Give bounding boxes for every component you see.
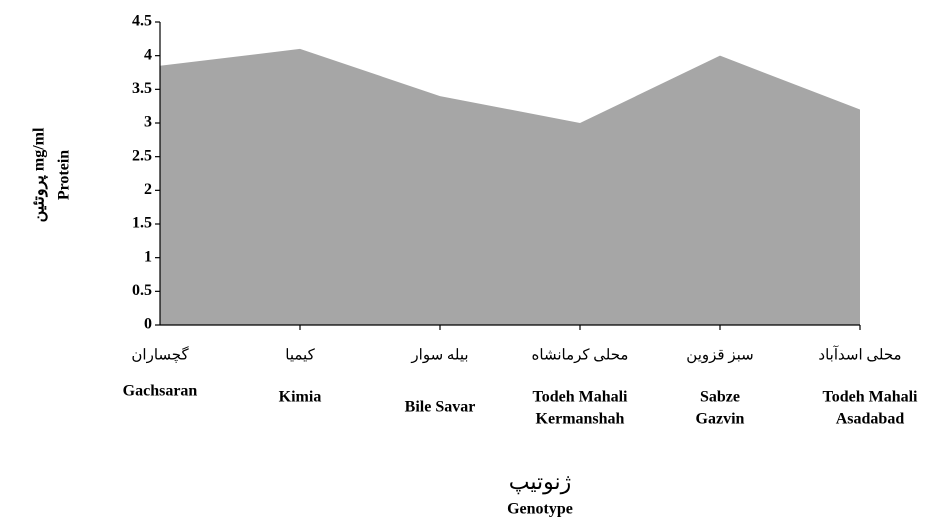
x-tick-label-fa: محلی اسدآباد xyxy=(818,345,901,363)
x-tick-label: Bile Savar xyxy=(405,399,476,416)
x-axis-label: ژنوتیپ xyxy=(509,469,571,495)
y-tick-label: 4.5 xyxy=(132,13,152,30)
x-tick-label-fa: سبز قزوین xyxy=(686,347,753,363)
x-tick-label: Gazvin xyxy=(696,411,745,428)
x-tick-label-fa: بیله سوار xyxy=(410,347,468,363)
y-tick-label: 1.5 xyxy=(132,215,152,232)
x-tick-label: Asadabad xyxy=(836,411,905,428)
y-tick-label: 0 xyxy=(144,316,152,333)
x-tick-label: Todeh Mahali xyxy=(533,389,629,406)
x-tick-label: Sabze xyxy=(700,389,740,406)
x-tick-label: Kermanshah xyxy=(536,411,625,428)
x-tick-label: Gachsaran xyxy=(123,383,198,400)
y-tick-label: 3 xyxy=(144,114,152,131)
y-tick-label: 3.5 xyxy=(132,80,152,97)
x-axis-label: Genotype xyxy=(507,501,573,518)
y-tick-label: 4 xyxy=(144,46,152,63)
y-tick-label: 2.5 xyxy=(132,147,152,164)
x-tick-label: Kimia xyxy=(279,389,322,406)
y-tick-label: 0.5 xyxy=(132,282,152,299)
x-tick-label-fa: گچساران xyxy=(131,345,189,363)
y-axis-label: پروتئین mg/ml xyxy=(31,127,49,222)
y-tick-label: 1 xyxy=(144,248,152,265)
x-tick-label-fa: محلی کرمانشاه xyxy=(532,347,629,363)
x-tick-label: Todeh Mahali xyxy=(823,389,919,406)
area xyxy=(160,48,860,325)
y-axis-label: Protein xyxy=(56,150,73,200)
x-tick-label-fa: کیمیا xyxy=(285,347,315,363)
y-tick-label: 2 xyxy=(144,181,152,198)
